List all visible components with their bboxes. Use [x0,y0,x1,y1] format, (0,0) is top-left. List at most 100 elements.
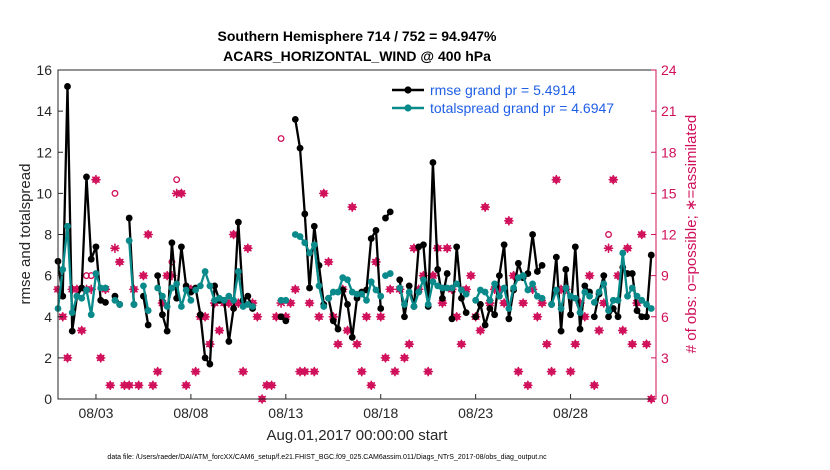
obs-possible-marker [605,231,612,238]
obs-assimilated-marker [152,366,163,377]
rmse-point [495,272,503,280]
totalspread-point [125,237,133,245]
obs-assimilated-stroke [381,354,390,362]
obs-assimilated-marker [299,366,310,377]
obs-assimilated-marker [518,298,528,308]
y-left-tick-label: 4 [44,309,52,325]
obs-assimilated-stroke [343,327,352,334]
obs-assimilated-stroke [315,313,323,321]
rmse-point [291,115,299,123]
totalspread-point [102,284,109,292]
totalspread-point [334,288,342,296]
obs-assimilated-marker [542,339,552,349]
totalspread-point [600,280,608,288]
totalspread-point [353,290,361,298]
rmse-point [628,270,636,277]
obs-assimilated-marker [228,229,239,240]
y-right-tick-label: 21 [661,103,677,119]
totalspread-point [538,294,546,302]
totalspread-point [415,288,423,296]
totalspread-point [140,282,147,290]
rmse-point [538,261,546,269]
y-left-tick-label: 0 [44,391,52,407]
rmse-point [211,282,219,290]
totalspread-point [344,276,351,284]
obs-assimilated-stroke [319,190,328,197]
rmse-point [567,311,574,319]
obs-assimilated-stroke [139,272,148,279]
obs-assimilated-stroke [623,244,632,252]
obs-assimilated-stroke [466,272,475,279]
rmse-point [647,251,655,259]
obs-assimilated-stroke [243,244,252,252]
obs-assimilated-stroke [144,231,153,238]
totalspread-point [97,284,105,292]
obs-assimilated-marker [399,353,410,363]
right-axis: 0 3 6 9 12 15 18 21 24 [651,62,677,407]
totalspread-point [562,284,570,292]
obs-assimilated-stroke [542,340,551,348]
obs-assimilated-stroke [324,258,333,266]
totalspread-point [230,296,238,304]
obs-assimilated-stroke [457,340,466,348]
obs-assimilated-stroke [253,313,262,321]
rmse-point [590,313,598,321]
totalspread-point [130,301,138,308]
totalspread-point [590,298,598,306]
totalspread-point [581,288,589,296]
rmse-point [334,325,342,333]
obs-assimilated-stroke [386,286,395,293]
rmse-point [59,292,67,300]
totalspread-point [519,272,527,280]
legend-spread-marker [404,104,412,112]
obs-assimilated-stroke [609,176,618,183]
rmse-point [367,235,375,243]
obs-assimilated-marker [266,380,277,391]
obs-assimilated-stroke [618,327,627,334]
y-left-tick-label: 12 [36,144,52,160]
rmse-point [434,266,442,273]
totalspread-point [310,241,318,249]
totalspread-point [92,270,100,277]
obs-assimilated-marker [110,243,120,254]
rmse-point [83,173,90,181]
totalspread-point [424,301,432,308]
obs-assimilated-stroke [77,327,86,334]
obs-assimilated-marker [504,215,514,226]
obs-assimilated-stroke [357,368,366,375]
totalspread-point [458,286,465,294]
rmse-point [633,307,641,314]
chart-title-line2: ACARS_HORIZONTAL_WIND @ 400 hPa [223,48,491,64]
totalspread-point [64,222,71,230]
rmse-point [244,292,252,300]
obs-assimilated-marker [181,380,191,391]
rmse-point [64,83,71,90]
y-right-tick-label: 18 [661,144,677,160]
obs-assimilated-marker [546,366,557,377]
obs-assimilated-stroke [125,382,134,389]
rmse-point [486,305,494,312]
totalspread-point [643,301,650,308]
totalspread-point [182,286,190,294]
obs-assimilated-marker [456,339,467,349]
totalspread-point [59,266,67,273]
rmse-point [177,243,185,251]
totalspread-point [187,296,195,304]
totalspread-point [163,303,171,310]
totalspread-point [372,286,380,294]
obs-assimilated-stroke [239,368,248,375]
rmse-point [377,305,385,312]
obs-assimilated-marker [499,298,509,308]
totalspread-point [429,278,437,286]
obs-assimilated-stroke [229,231,238,238]
rmse-point [144,321,152,329]
totalspread-series-line [142,285,150,311]
rmse-point [643,313,650,321]
obs-assimilated-stroke [362,313,371,321]
totalspread-point [386,270,394,277]
obs-assimilated-marker [176,188,187,199]
obs-assimilated-stroke [514,368,523,375]
obs-assimilated-marker [385,284,396,295]
x-axis: 08/03 08/08 08/13 08/18 08/23 08/28 [78,394,588,421]
data-file-footnote: data file: /Users/raeder/DAI/ATM_forcXX/… [107,454,547,461]
